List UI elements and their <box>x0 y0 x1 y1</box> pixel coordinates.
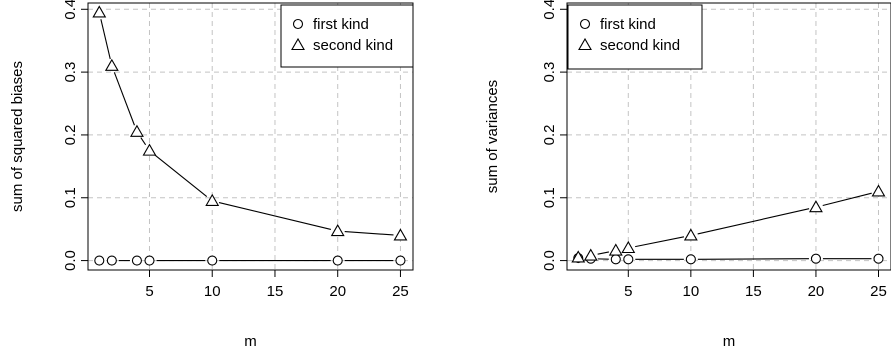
y-tick-label: 0.3 <box>541 62 558 83</box>
data-point-first-kind <box>132 256 141 265</box>
data-point-first-kind <box>396 256 405 265</box>
x-tick-label: 5 <box>145 283 153 300</box>
x-tick-label: 10 <box>204 283 221 300</box>
data-point-first-kind <box>611 255 620 264</box>
legend-box <box>281 5 413 67</box>
data-point-first-kind <box>333 256 342 265</box>
y-tick-label: 0.2 <box>62 124 79 145</box>
legend-marker-circle <box>581 20 590 29</box>
data-point-first-kind <box>686 255 695 264</box>
series-segment-second-kind <box>155 155 207 197</box>
data-point-first-kind <box>208 256 217 265</box>
y-tick-label: 0.0 <box>541 250 558 271</box>
data-point-second-kind <box>872 185 884 196</box>
data-point-second-kind <box>622 242 634 253</box>
data-point-second-kind <box>394 229 406 240</box>
series-segment-second-kind <box>114 72 134 125</box>
series-segment-second-kind <box>823 193 872 205</box>
data-point-second-kind <box>93 6 105 16</box>
data-point-second-kind <box>585 250 597 261</box>
series-segment-second-kind <box>141 138 146 145</box>
x-tick-label: 5 <box>624 283 632 300</box>
data-point-first-kind <box>107 256 116 265</box>
y-tick-label: 0.1 <box>62 187 79 208</box>
y-tick-label: 0.0 <box>62 250 79 271</box>
y-tick-label: 0.3 <box>62 62 79 83</box>
x-tick-label: 15 <box>267 283 284 300</box>
data-point-second-kind <box>332 225 344 236</box>
data-point-second-kind <box>685 229 697 240</box>
legend-label: first kind <box>600 16 656 33</box>
legend-marker-circle <box>294 20 303 29</box>
x-tick-label: 25 <box>870 283 887 300</box>
x-tick-label: 10 <box>683 283 700 300</box>
data-point-second-kind <box>206 195 218 206</box>
y-tick-label: 0.4 <box>62 0 79 20</box>
chart-panel-variances: 5 10 15 20 25 0.0 0.1 0.2 0.3 0.4 m sum of variance… <box>484 0 891 350</box>
legend-label: second kind <box>313 37 393 54</box>
y-tick-label: 0.4 <box>541 0 558 20</box>
y-tick-label: 0.2 <box>541 124 558 145</box>
y-axis-label: sum of squared biases <box>9 61 26 212</box>
data-point-second-kind <box>143 145 155 156</box>
series-segment-second-kind <box>635 237 684 247</box>
x-tick-label: 20 <box>808 283 825 300</box>
legend: first kind second kind <box>281 5 413 67</box>
data-point-first-kind <box>624 255 633 264</box>
data-point-second-kind <box>810 201 822 212</box>
x-tick-label: 20 <box>329 283 346 300</box>
x-tick-label: 25 <box>392 283 409 300</box>
y-tick-label: 0.1 <box>541 187 558 208</box>
data-point-second-kind <box>106 60 118 71</box>
legend: first kind second kind <box>568 5 702 69</box>
data-point-first-kind <box>95 256 104 265</box>
data-point-second-kind <box>131 126 143 137</box>
x-axis-label: m <box>723 333 736 350</box>
series-segment-second-kind <box>598 252 609 254</box>
y-axis-label: sum of variances <box>484 80 501 193</box>
data-point-first-kind <box>811 254 820 263</box>
series-segment-first-kind <box>698 259 809 260</box>
series-segment-second-kind <box>101 19 110 59</box>
chart-panel-squared-biases: 5 10 15 20 25 0.0 0.1 0.2 0.3 0.4 m sum of squared … <box>9 0 413 350</box>
x-axis-label: m <box>244 333 257 350</box>
data-point-second-kind <box>610 245 622 256</box>
data-point-first-kind <box>145 256 154 265</box>
series-segment-second-kind <box>219 203 331 230</box>
x-tick-label: 15 <box>745 283 762 300</box>
legend-label: second kind <box>600 37 680 54</box>
data-point-first-kind <box>874 254 883 263</box>
series-segment-second-kind <box>345 232 394 235</box>
legend-label: first kind <box>313 16 369 33</box>
